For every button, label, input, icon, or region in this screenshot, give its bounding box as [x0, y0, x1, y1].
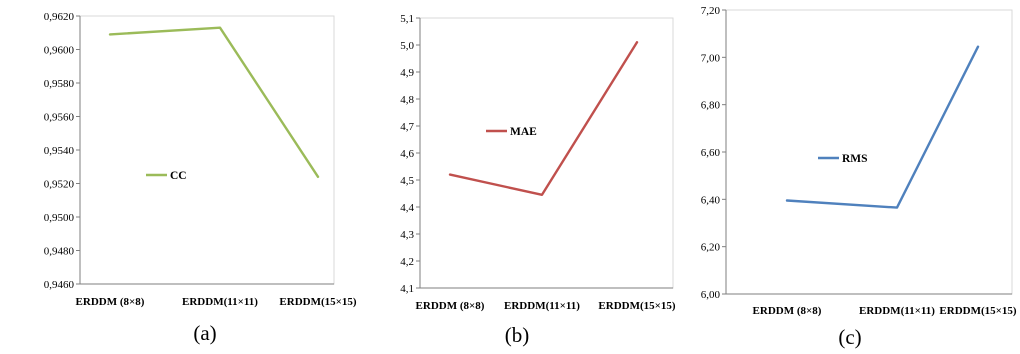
legend-label: MAE: [510, 126, 537, 138]
panel-caption: (a): [193, 321, 216, 345]
y-tick-label: 4,2: [400, 256, 414, 268]
y-tick-label: 4,5: [400, 175, 414, 187]
x-tick-label: ERDDM(11×11): [859, 305, 935, 317]
chart-panel-c: 6,00 6,20 6,40 6,60 6,80 7,00 7,20 ERDDM (8×8) E…: [701, 5, 1017, 349]
y-tick-label: 6,40: [701, 194, 721, 206]
x-tick-label: ERDDM (8×8): [76, 296, 145, 308]
y-tick-label: 6,80: [701, 100, 721, 112]
y-tick-label: 7,20: [701, 5, 721, 17]
series-line-rms: [785, 45, 980, 209]
y-tick-label: 0,9560: [44, 112, 75, 124]
legend-label: CC: [170, 170, 187, 182]
plot-area: [79, 15, 335, 285]
panel-caption: (c): [838, 325, 861, 349]
x-tick-label: ERDDM(15×15): [598, 300, 675, 312]
y-tick-label: 4,9: [400, 67, 414, 79]
y-tick-label: 7,00: [701, 52, 721, 64]
y-tick-label: 0,9580: [44, 78, 75, 90]
y-tick-label: 0,9460: [44, 279, 75, 291]
chart-panel-a: 0,9460 0,9480 0,9500 0,9520 0,9540 0,9560 0,95…: [44, 11, 357, 345]
panel-caption: (b): [505, 323, 530, 347]
x-tick-label: ERDDM(11×11): [182, 296, 258, 308]
y-tick-label: 0,9600: [44, 45, 75, 57]
y-tick-label: 5,0: [400, 40, 414, 52]
legend-label: RMS: [842, 153, 868, 165]
y-tick-label: 4,3: [400, 229, 414, 241]
y-tick-label: 0,9480: [44, 246, 75, 258]
x-tick-label: ERDDM(11×11): [504, 300, 580, 312]
plot-area: [419, 17, 674, 289]
x-tick-label: ERDDM (8×8): [416, 300, 485, 312]
y-tick-label: 4,6: [400, 148, 414, 160]
chart-panel-b: 4,1 4,2 4,3 4,4 4,5 4,6 4,7 4,8 4,9 5,0 5,1 ERDDM (…: [400, 13, 676, 347]
y-tick-label: 4,8: [400, 94, 414, 106]
y-tick-label: 6,00: [701, 289, 721, 301]
y-tick-label: 4,7: [400, 121, 414, 133]
plot-area: [725, 9, 1013, 295]
y-tick-label: 0,9500: [44, 212, 75, 224]
x-tick-label: ERDDM (8×8): [753, 305, 822, 317]
y-tick-label: 0,9620: [44, 11, 75, 23]
y-tick-label: 6,60: [701, 147, 721, 159]
y-tick-label: 6,20: [701, 242, 721, 254]
y-tick-label: 4,1: [400, 283, 414, 295]
x-tick-label: ERDDM(15×15): [939, 305, 1016, 317]
series-line-cc: [108, 26, 320, 179]
y-tick-label: 0,9520: [44, 179, 75, 191]
y-tick-label: 4,4: [400, 202, 414, 214]
y-tick-label: 0,9540: [44, 145, 75, 157]
x-tick-label: ERDDM(15×15): [279, 296, 356, 308]
series-line-mae: [448, 41, 639, 197]
y-tick-label: 5,1: [400, 13, 414, 25]
